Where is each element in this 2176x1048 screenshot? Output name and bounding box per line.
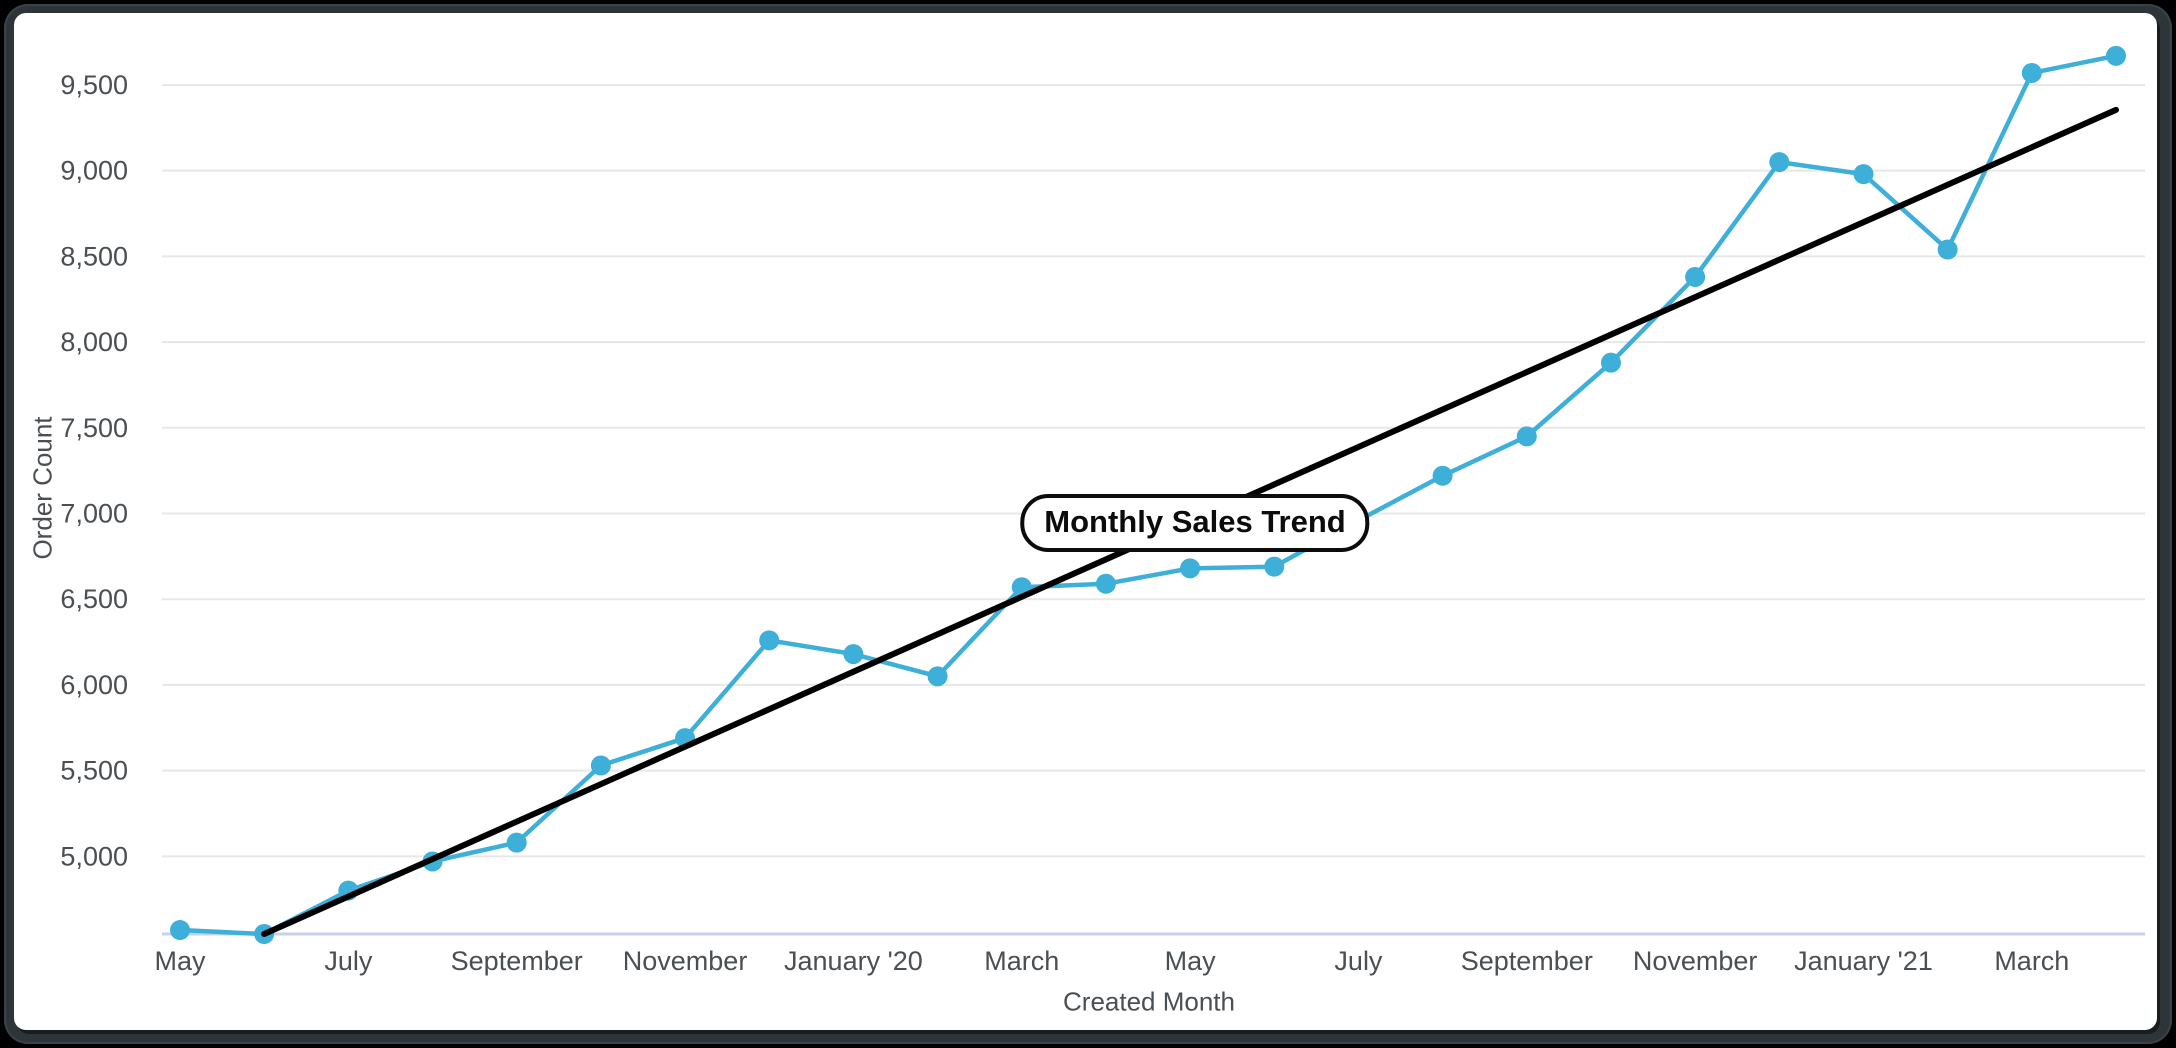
data-point[interactable]	[1264, 556, 1285, 577]
x-tick-label: July	[324, 946, 373, 976]
trend-title-text: Monthly Sales Trend	[1044, 504, 1346, 539]
data-point[interactable]	[2106, 45, 2126, 66]
y-tick-label: 9,000	[60, 156, 128, 186]
y-tick-label: 5,000	[60, 841, 128, 871]
data-point[interactable]	[843, 644, 864, 665]
data-point[interactable]	[1432, 465, 1453, 486]
y-tick-label: 7,000	[60, 499, 128, 529]
data-point[interactable]	[1180, 558, 1201, 579]
y-axis-title: Order Count	[27, 416, 58, 560]
x-axis-title: Created Month	[1063, 986, 1235, 1017]
data-point[interactable]	[506, 832, 527, 853]
y-tick-label: 8,000	[60, 327, 128, 357]
data-point[interactable]	[759, 630, 780, 651]
x-tick-label: January '20	[784, 946, 923, 976]
y-tick-label: 6,000	[60, 670, 128, 700]
series-line	[177, 53, 2119, 937]
x-tick-label: November	[623, 946, 748, 976]
y-tick-label: 9,500	[60, 70, 128, 100]
data-point[interactable]	[1685, 266, 1706, 287]
y-tick-label: 6,500	[60, 584, 128, 614]
y-tick-label: 8,500	[60, 241, 128, 271]
x-tick-label: March	[984, 946, 1059, 976]
data-point[interactable]	[1516, 426, 1537, 447]
data-point[interactable]	[1600, 352, 1621, 373]
y-tick-label: 5,500	[60, 756, 128, 786]
x-tick-label: September	[1461, 946, 1593, 976]
x-tick-label: March	[1994, 946, 2069, 976]
data-point[interactable]	[1937, 239, 1958, 260]
data-point[interactable]	[1769, 152, 1790, 173]
data-point[interactable]	[1095, 573, 1116, 594]
data-point[interactable]	[1853, 164, 1874, 185]
x-tick-label: November	[1633, 946, 1758, 976]
data-point[interactable]	[170, 920, 190, 941]
x-tick-label: September	[451, 946, 583, 976]
trend-title-pill: Monthly Sales Trend	[1020, 494, 1370, 552]
x-tick-label: May	[1165, 946, 1217, 976]
x-tick-label: January '21	[1794, 946, 1933, 976]
x-tick-label: May	[154, 946, 206, 976]
data-point[interactable]	[2021, 62, 2042, 83]
y-tick-label: 7,500	[60, 413, 128, 443]
data-point[interactable]	[590, 755, 611, 776]
data-point[interactable]	[927, 666, 948, 687]
x-tick-label: July	[1334, 946, 1383, 976]
